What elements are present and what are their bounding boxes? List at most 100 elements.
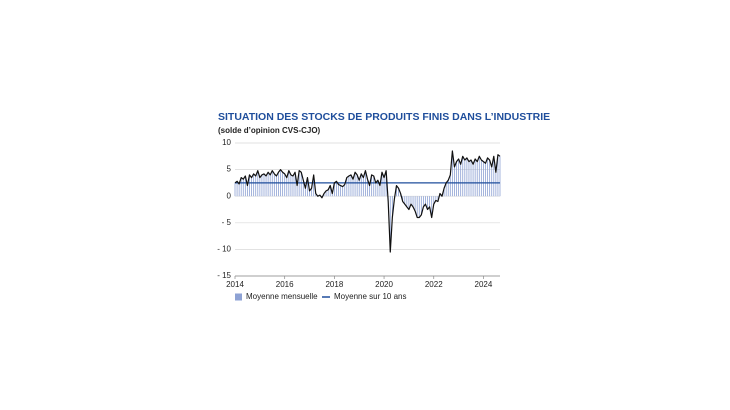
bar bbox=[276, 175, 277, 197]
x-tick-label: 2018 bbox=[325, 280, 343, 289]
bar bbox=[261, 174, 263, 197]
bar bbox=[464, 160, 466, 197]
bar bbox=[360, 173, 362, 197]
bar bbox=[348, 175, 350, 197]
bar bbox=[327, 189, 329, 197]
bar bbox=[470, 160, 472, 197]
legend-label: Moyenne sur 10 ans bbox=[334, 292, 407, 301]
bar bbox=[333, 182, 335, 197]
bar bbox=[313, 174, 315, 197]
bar bbox=[389, 196, 391, 253]
bar bbox=[375, 182, 377, 197]
bar bbox=[352, 179, 354, 197]
bar bbox=[249, 174, 250, 197]
bar bbox=[296, 185, 298, 197]
bar bbox=[493, 156, 495, 197]
bar bbox=[238, 183, 240, 197]
bar bbox=[458, 158, 459, 197]
bar bbox=[416, 196, 418, 218]
x-tick-label: 2024 bbox=[475, 280, 493, 289]
bar bbox=[356, 174, 358, 197]
bar bbox=[362, 177, 364, 197]
bar bbox=[454, 166, 455, 197]
bar bbox=[329, 185, 331, 197]
bar bbox=[483, 161, 484, 197]
bar bbox=[265, 175, 267, 197]
bar bbox=[340, 185, 341, 197]
bar bbox=[431, 196, 433, 218]
bar bbox=[263, 173, 265, 197]
legend-swatch bbox=[235, 293, 242, 301]
bar bbox=[292, 175, 294, 197]
bar bbox=[414, 196, 416, 212]
legend-label: Moyenne mensuelle bbox=[246, 292, 318, 301]
bar bbox=[451, 150, 453, 197]
bar bbox=[491, 166, 493, 197]
bar bbox=[427, 196, 428, 210]
bar bbox=[286, 177, 288, 197]
bar bbox=[253, 173, 255, 197]
bar bbox=[325, 190, 327, 197]
bar bbox=[338, 184, 339, 197]
bar bbox=[468, 161, 470, 197]
y-tick-label: 5 bbox=[227, 165, 232, 174]
bar bbox=[406, 196, 408, 207]
y-tick-label: 0 bbox=[227, 191, 232, 200]
bar bbox=[367, 179, 368, 197]
bar bbox=[331, 193, 333, 197]
bar bbox=[418, 196, 420, 218]
bar bbox=[344, 184, 346, 197]
bar bbox=[443, 188, 445, 197]
bar bbox=[476, 161, 478, 197]
x-tick-label: 2014 bbox=[226, 280, 244, 289]
bar bbox=[269, 174, 271, 197]
bar bbox=[425, 196, 426, 205]
bar bbox=[495, 172, 497, 197]
chart-subtitle: (solde d’opinion CVS-CJO) bbox=[218, 126, 321, 135]
bar bbox=[485, 163, 486, 197]
bar bbox=[487, 157, 488, 197]
bar bbox=[284, 173, 286, 197]
bar bbox=[499, 156, 501, 197]
bar bbox=[456, 161, 457, 197]
bar bbox=[422, 196, 424, 207]
bar bbox=[472, 164, 474, 197]
bar bbox=[497, 154, 499, 197]
bar bbox=[373, 175, 375, 197]
bar bbox=[251, 177, 252, 197]
bar bbox=[435, 196, 437, 201]
bar bbox=[247, 185, 248, 197]
bar bbox=[315, 193, 317, 197]
y-tick-label: - 10 bbox=[217, 245, 231, 254]
bar bbox=[383, 177, 385, 197]
bar bbox=[408, 196, 410, 210]
bar bbox=[449, 174, 451, 197]
line bbox=[234, 150, 501, 253]
bar bbox=[259, 177, 261, 197]
bar bbox=[445, 182, 447, 197]
bar bbox=[358, 180, 360, 197]
bar bbox=[437, 196, 439, 202]
bar bbox=[412, 196, 414, 207]
bar bbox=[282, 172, 284, 197]
bar bbox=[371, 174, 373, 197]
bar bbox=[447, 180, 449, 197]
bar bbox=[404, 196, 406, 205]
bar bbox=[381, 172, 383, 197]
bar bbox=[336, 181, 337, 197]
bar bbox=[429, 196, 431, 207]
bar bbox=[402, 196, 404, 202]
bar bbox=[377, 180, 379, 197]
bar bbox=[304, 188, 306, 197]
bar bbox=[474, 158, 476, 197]
y-tick-label: - 5 bbox=[222, 218, 232, 227]
bar bbox=[311, 188, 313, 197]
bar bbox=[309, 190, 310, 197]
bar bbox=[244, 175, 246, 197]
bar bbox=[346, 177, 348, 197]
bar bbox=[420, 196, 422, 215]
bar bbox=[290, 174, 292, 197]
bar bbox=[234, 182, 236, 197]
bar bbox=[350, 174, 352, 197]
bar bbox=[302, 180, 304, 197]
